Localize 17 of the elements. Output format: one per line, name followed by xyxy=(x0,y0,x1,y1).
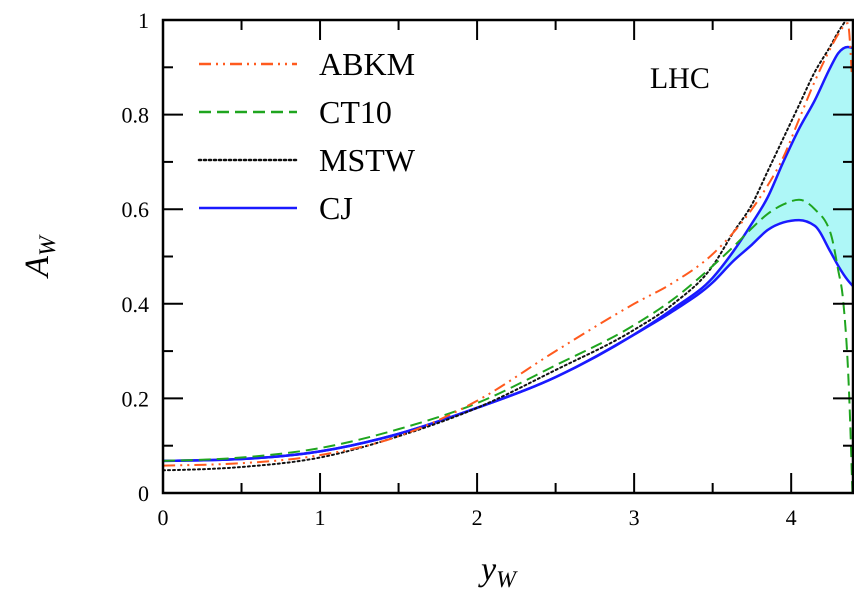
x-tick-label: 0 xyxy=(158,505,168,530)
y-tick-label: 0.8 xyxy=(122,102,149,128)
y-tick-label: 0 xyxy=(138,481,149,506)
x-tick-label: 3 xyxy=(628,505,640,530)
y-tick-label: 0.2 xyxy=(122,386,149,412)
y-tick-label: 0.4 xyxy=(122,292,149,317)
x-tick-label: 1 xyxy=(314,505,326,530)
legend-label: CJ xyxy=(319,190,353,226)
annotation: LHC xyxy=(650,62,710,95)
y-tick-label: 1 xyxy=(138,8,149,33)
legend-label: CT10 xyxy=(319,94,392,130)
legend-label: ABKM xyxy=(319,46,416,82)
x-tick-label: 4 xyxy=(786,505,797,530)
legend-label: MSTW xyxy=(319,142,416,178)
y-tick-label: 0.6 xyxy=(122,197,149,222)
x-axis-title: y$_{W}$ xyxy=(478,551,518,594)
x-tick-label: 2 xyxy=(472,505,483,530)
